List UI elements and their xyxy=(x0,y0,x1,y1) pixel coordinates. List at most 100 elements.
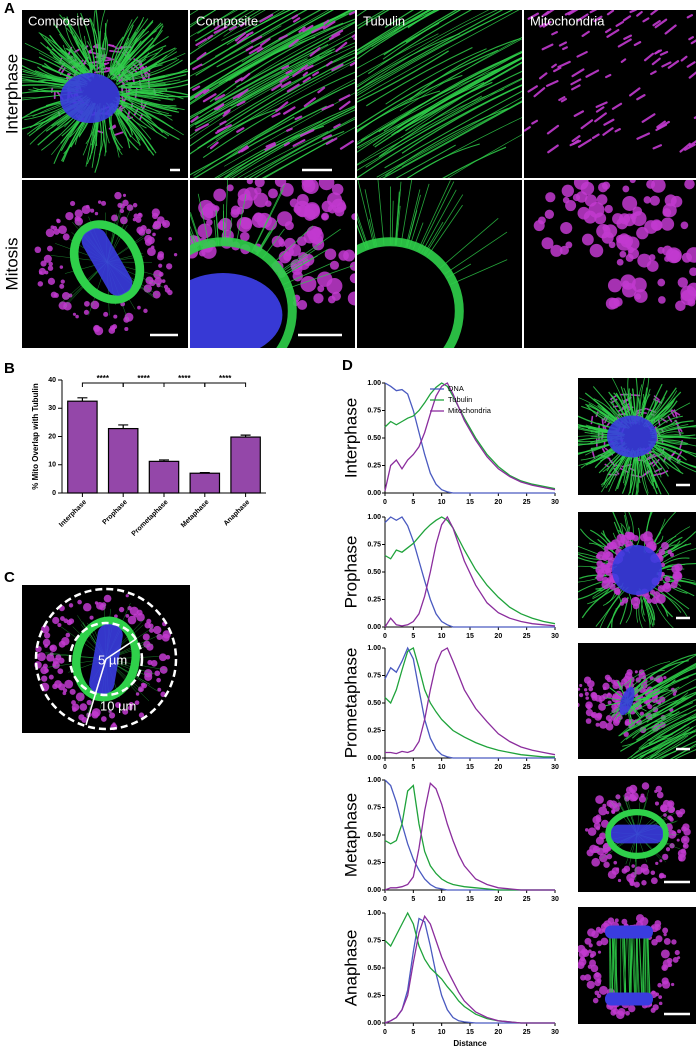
mitochondrion xyxy=(649,195,660,206)
mitochondrion xyxy=(349,61,355,67)
mitochondrion xyxy=(94,211,99,216)
filament xyxy=(190,52,355,147)
mitochondrion xyxy=(654,920,662,927)
mitochondrion xyxy=(83,309,90,315)
mitochondrion xyxy=(654,18,668,29)
mitochondrion xyxy=(271,235,284,248)
mitochondrion xyxy=(651,990,656,995)
x-tick-label: 5 xyxy=(411,499,415,506)
mitochondrion xyxy=(159,665,168,674)
filament xyxy=(391,200,394,246)
mitochondrion xyxy=(588,943,593,948)
mitochondrion xyxy=(550,244,563,257)
mitochondrion xyxy=(670,410,675,418)
mitochondrion xyxy=(573,110,585,117)
mitochondrion xyxy=(636,10,643,17)
mitochondrion xyxy=(611,102,623,110)
mitochondrion xyxy=(100,200,107,206)
mitochondrion xyxy=(194,123,209,132)
mitochondrion xyxy=(147,247,156,257)
filament xyxy=(53,44,86,76)
filament xyxy=(423,221,444,255)
filament xyxy=(649,391,682,424)
micrograph: Tubulin xyxy=(357,10,522,178)
filament xyxy=(630,746,658,759)
x-tick-label: 5 xyxy=(411,1029,415,1036)
mitochondrion xyxy=(333,123,341,129)
mitochondrion xyxy=(681,826,687,832)
mitochondrion xyxy=(245,45,254,52)
filament xyxy=(122,59,183,81)
mitochondrion xyxy=(232,92,243,100)
mitochondrion xyxy=(586,980,595,989)
filament xyxy=(643,600,652,625)
filament xyxy=(195,51,333,128)
mitochondrion xyxy=(147,236,155,245)
mitochondrion xyxy=(664,576,671,583)
mitochondrion xyxy=(236,100,246,107)
mitochondrion xyxy=(250,35,263,43)
mitochondrion xyxy=(596,573,604,582)
radius-line xyxy=(85,658,107,726)
filament xyxy=(385,48,487,105)
significance-label: **** xyxy=(219,374,232,383)
mitochondrion xyxy=(93,325,100,332)
filament xyxy=(643,597,655,626)
mitochondrion xyxy=(74,209,83,218)
mitochondrion xyxy=(617,1008,626,1016)
mitochondrion xyxy=(632,796,638,802)
filament xyxy=(655,440,696,447)
mitochondrion xyxy=(329,33,341,40)
filament xyxy=(197,193,210,247)
filament xyxy=(400,180,413,246)
mitochondrion xyxy=(630,474,642,478)
filament xyxy=(49,34,89,75)
mitochondrion xyxy=(632,534,639,542)
mitochondrion xyxy=(248,45,262,55)
mitochondrion xyxy=(38,267,46,275)
filament xyxy=(194,10,249,42)
mitochondrion xyxy=(147,659,153,665)
filament xyxy=(622,725,661,747)
column-title: Composite xyxy=(28,13,90,28)
mitochondrion xyxy=(660,949,670,959)
mitochondrion xyxy=(240,146,249,153)
mitochondrion xyxy=(546,124,560,135)
mitochondrion xyxy=(292,271,303,282)
filament xyxy=(382,10,462,60)
mitochondrion xyxy=(135,216,142,223)
mitochondrion xyxy=(605,810,610,815)
filament xyxy=(123,47,176,79)
mitochondrion xyxy=(65,211,74,221)
mitochondrion xyxy=(635,677,641,683)
filament xyxy=(224,10,334,77)
mitochondrion xyxy=(670,982,675,987)
filament xyxy=(218,30,355,111)
mitochondrion xyxy=(125,594,129,598)
mitochondrion xyxy=(165,655,171,660)
mitochondrion xyxy=(541,43,554,51)
mitochondrion xyxy=(34,246,42,254)
filament xyxy=(620,709,696,752)
filament xyxy=(230,48,336,107)
mitochondrion xyxy=(608,241,616,249)
mitochondrion xyxy=(114,191,122,200)
filament xyxy=(95,10,101,69)
mitochondrion xyxy=(657,419,661,427)
filament xyxy=(112,22,162,79)
mitochondrion xyxy=(656,791,664,799)
x-tick-label: 25 xyxy=(523,633,531,640)
mitochondrion xyxy=(70,200,76,207)
filament xyxy=(629,689,672,714)
filament xyxy=(241,10,330,63)
mitochondrion xyxy=(609,1003,618,1012)
mitochondrion xyxy=(321,103,334,111)
mitochondrion xyxy=(553,66,562,73)
filament xyxy=(119,92,178,110)
mitochondrion xyxy=(660,805,668,813)
mitochondrion xyxy=(156,677,161,683)
mitochondrion xyxy=(638,795,646,803)
micrograph xyxy=(357,180,522,348)
error-bar xyxy=(118,424,129,429)
filament xyxy=(649,397,676,422)
